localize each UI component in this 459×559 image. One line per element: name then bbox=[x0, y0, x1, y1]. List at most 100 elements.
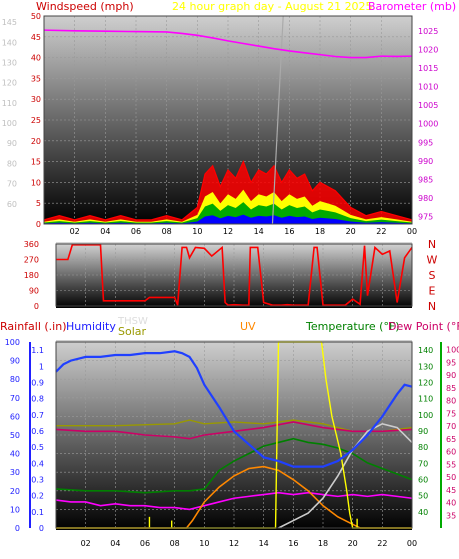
climate-x-tick-label: 08 bbox=[170, 539, 180, 548]
gust-vertical-line bbox=[271, 15, 284, 225]
rainfall-y-tick-label: 100 bbox=[5, 338, 20, 347]
direction-compass-label: S bbox=[429, 269, 436, 282]
dewpoint-y-tick-label: 100 bbox=[446, 346, 459, 355]
uv-label: UV bbox=[240, 320, 256, 333]
humidity-y-tick-label: 0.9 bbox=[31, 378, 44, 387]
thsw-label: THSW bbox=[117, 316, 148, 327]
barometer-line bbox=[43, 29, 413, 59]
temperature-y-tick-label: 110 bbox=[418, 395, 433, 404]
wind-y-tick-label-alt: 120 bbox=[2, 79, 17, 88]
humidity-label: Humidity bbox=[66, 320, 116, 333]
direction-y-tick-label: 180 bbox=[24, 271, 39, 280]
wind-x-tick-label: 08 bbox=[162, 227, 172, 236]
dewpoint-y-tick-label: 85 bbox=[446, 384, 456, 393]
humidity-y-tick-label: 0.5 bbox=[31, 443, 44, 452]
temperature-label: Temperature (°F) bbox=[305, 320, 400, 333]
dewpoint-label: Dew Point (°F) bbox=[388, 320, 459, 333]
wind-y-tick-label: 45 bbox=[31, 33, 41, 42]
solar-label: Solar bbox=[118, 325, 147, 338]
humidity-y-tick-label: 0.1 bbox=[31, 508, 44, 517]
barometer-y-tick-label: 980 bbox=[418, 194, 433, 203]
axes-and-ticks: 0510152025303540455060708090100110120130… bbox=[2, 12, 459, 548]
humidity-y-tick-label: 1 bbox=[39, 362, 44, 371]
barometer-y-tick-label: 995 bbox=[418, 138, 433, 147]
rainfall-y-tick-label: 60 bbox=[10, 412, 20, 421]
temperature-y-tick-label: 140 bbox=[418, 346, 433, 355]
direction-y-tick-label: 360 bbox=[24, 240, 39, 249]
humidity-y-tick-label: 0.4 bbox=[31, 459, 44, 468]
windspeed-axis-label: Windspeed (mph) bbox=[36, 0, 134, 13]
climate-x-tick-label: 12 bbox=[229, 539, 239, 548]
climate-x-tick-label: 10 bbox=[199, 539, 209, 548]
rainfall-label: Rainfall (.in) bbox=[0, 320, 67, 333]
barometer-y-tick-label: 1005 bbox=[418, 101, 438, 110]
direction-y-tick-label: 90 bbox=[29, 287, 39, 296]
climate-x-tick-label: 20 bbox=[348, 539, 358, 548]
wind-y-tick-label: 25 bbox=[31, 116, 41, 125]
wind-x-tick-label: 18 bbox=[315, 227, 325, 236]
dewpoint-y-tick-label: 95 bbox=[446, 358, 456, 367]
wind-y-tick-label-alt: 70 bbox=[7, 180, 17, 189]
wind-panel-series bbox=[43, 15, 413, 225]
dewpoint-y-tick-label: 55 bbox=[446, 460, 456, 469]
solar-line bbox=[56, 341, 412, 529]
climate-x-tick-label: 16 bbox=[288, 539, 298, 548]
temperature-y-tick-label: 50 bbox=[418, 492, 428, 501]
rainfall-y-tick-label: 30 bbox=[10, 468, 20, 477]
humidity-y-tick-label: 1.1 bbox=[31, 346, 44, 355]
rainfall-y-tick-label: 10 bbox=[10, 505, 20, 514]
dewpoint-y-tick-label: 65 bbox=[446, 435, 456, 444]
wind-y-tick-label: 0 bbox=[36, 220, 41, 229]
wind-y-tick-label: 20 bbox=[31, 137, 41, 146]
wind-y-tick-label: 5 bbox=[36, 199, 41, 208]
dewpoint-y-tick-label: 80 bbox=[446, 397, 456, 406]
barometer-y-tick-label: 990 bbox=[418, 157, 433, 166]
graph-title: 24 hour graph day - August 21 2025 bbox=[172, 0, 373, 13]
temperature-y-tick-label: 130 bbox=[418, 362, 433, 371]
climate-panel-series bbox=[55, 341, 413, 529]
wind-y-tick-label-alt: 130 bbox=[2, 58, 17, 67]
direction-panel-frame bbox=[55, 243, 413, 307]
wind-y-tick-label-alt: 140 bbox=[2, 38, 17, 47]
humidity-y-tick-label: 0.8 bbox=[31, 395, 44, 404]
barometer-y-tick-label: 1010 bbox=[418, 83, 438, 92]
dewpoint-line bbox=[55, 421, 413, 440]
dewpoint-y-tick-label: 40 bbox=[446, 499, 456, 508]
temperature-y-tick-label: 90 bbox=[418, 427, 428, 436]
wind-y-tick-label: 10 bbox=[31, 178, 41, 187]
wind-panel-frame bbox=[43, 15, 413, 225]
direction-y-tick-label: 270 bbox=[24, 256, 39, 265]
barometer-axis-label: Barometer (mb) bbox=[368, 0, 456, 13]
dewpoint-y-tick-label: 45 bbox=[446, 486, 456, 495]
dewpoint-y-tick-label: 90 bbox=[446, 371, 456, 380]
climate-x-tick-label: 00 bbox=[407, 539, 417, 548]
rainfall-y-tick-label: 80 bbox=[10, 375, 20, 384]
wind-y-tick-label-alt: 145 bbox=[2, 18, 17, 27]
wind-direction-line bbox=[56, 244, 413, 306]
humidity-y-tick-label: 0.2 bbox=[31, 492, 44, 501]
barometer-y-tick-label: 975 bbox=[418, 213, 433, 222]
rainfall-y-tick-label: 20 bbox=[10, 487, 20, 496]
thsw-line bbox=[278, 422, 413, 529]
temperature-y-tick-label: 120 bbox=[418, 378, 433, 387]
barometer-y-tick-label: 1015 bbox=[418, 64, 438, 73]
wind-y-tick-label-alt: 80 bbox=[7, 159, 17, 168]
climate-x-tick-label: 06 bbox=[140, 539, 150, 548]
wind-y-tick-label-alt: 90 bbox=[7, 139, 17, 148]
wind-x-tick-label: 16 bbox=[284, 227, 294, 236]
temperature-y-tick-label: 100 bbox=[418, 411, 433, 420]
wind-x-tick-label: 04 bbox=[100, 227, 110, 236]
dewpoint-y-tick-label: 70 bbox=[446, 422, 456, 431]
direction-compass-label: N bbox=[428, 238, 436, 251]
climate-x-tick-label: 22 bbox=[377, 539, 387, 548]
wind-x-tick-label: 14 bbox=[254, 227, 264, 236]
wind-blue-band bbox=[44, 214, 412, 224]
wind-x-tick-label: 20 bbox=[346, 227, 356, 236]
wind-y-tick-label: 15 bbox=[31, 158, 41, 167]
uv-line bbox=[56, 465, 412, 529]
humidity-y-tick-label: 0.7 bbox=[31, 411, 44, 420]
dewpoint-y-tick-label: 60 bbox=[446, 448, 456, 457]
temperature-y-tick-label: 40 bbox=[418, 508, 428, 517]
